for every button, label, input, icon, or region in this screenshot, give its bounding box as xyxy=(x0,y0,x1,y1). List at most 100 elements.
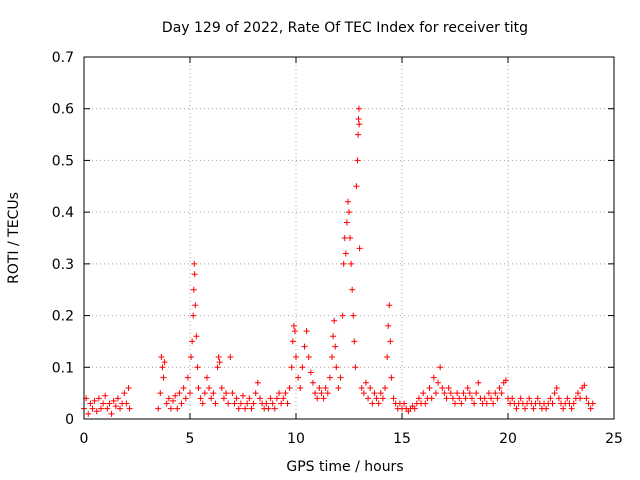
data-point xyxy=(379,395,386,402)
y-tick-label: 0.5 xyxy=(52,153,74,169)
data-point xyxy=(235,405,242,412)
data-point xyxy=(526,395,533,402)
data-point xyxy=(215,353,222,360)
data-point xyxy=(335,384,342,391)
data-point xyxy=(197,395,204,402)
data-point xyxy=(449,395,456,402)
data-point xyxy=(420,390,427,397)
data-point xyxy=(263,400,270,407)
data-point xyxy=(485,390,492,397)
data-point xyxy=(386,302,393,309)
axis-ticks: 0 5 10 15 20 25 0 0.1 0.2 0.3 0.4 0.5 0.6 0.7 xyxy=(52,50,623,447)
data-point xyxy=(387,338,394,345)
data-point xyxy=(284,400,291,407)
data-point xyxy=(564,395,571,402)
data-point xyxy=(216,359,223,366)
data-point xyxy=(160,374,167,381)
data-point xyxy=(330,333,337,340)
data-point xyxy=(189,338,196,345)
data-point xyxy=(530,405,537,412)
data-point xyxy=(170,397,177,404)
data-point xyxy=(447,390,454,397)
data-point xyxy=(426,384,433,391)
data-point xyxy=(208,395,215,402)
data-point xyxy=(290,322,297,329)
data-point xyxy=(390,395,397,402)
data-point xyxy=(332,343,339,350)
data-point xyxy=(490,400,497,407)
data-point xyxy=(494,395,501,402)
data-point xyxy=(443,395,450,402)
data-point xyxy=(305,353,312,360)
data-point xyxy=(344,198,351,205)
data-point xyxy=(276,390,283,397)
data-point xyxy=(456,395,463,402)
data-point xyxy=(329,353,336,360)
data-point xyxy=(104,405,111,412)
data-point xyxy=(187,390,193,397)
data-point xyxy=(464,384,471,391)
data-point xyxy=(574,390,581,397)
data-point xyxy=(570,400,577,407)
data-point xyxy=(316,384,323,391)
data-point xyxy=(223,390,230,397)
data-point xyxy=(347,235,354,241)
data-point xyxy=(299,364,306,371)
data-point xyxy=(312,390,319,397)
data-point xyxy=(307,369,314,376)
data-point xyxy=(358,384,365,391)
data-point xyxy=(341,235,348,241)
data-point xyxy=(377,390,384,397)
x-tick-label: 10 xyxy=(287,431,305,447)
data-point xyxy=(385,322,392,329)
data-point xyxy=(206,384,213,391)
data-point xyxy=(106,400,113,407)
data-point xyxy=(437,364,444,371)
data-point xyxy=(384,353,391,360)
data-point xyxy=(555,395,562,402)
data-point xyxy=(502,377,509,384)
data-point xyxy=(466,390,473,397)
data-point xyxy=(351,338,358,345)
data-point xyxy=(583,395,590,402)
data-point xyxy=(237,400,244,407)
data-point xyxy=(176,390,183,397)
data-point xyxy=(126,405,133,412)
x-tick-label: 25 xyxy=(605,431,623,447)
data-point xyxy=(354,157,361,164)
data-point xyxy=(333,364,340,371)
data-point xyxy=(309,379,316,386)
data-point xyxy=(473,390,480,397)
data-point xyxy=(303,328,310,335)
data-point xyxy=(282,390,289,397)
data-point xyxy=(269,400,276,407)
data-point xyxy=(229,390,236,397)
data-point xyxy=(231,400,238,407)
data-point xyxy=(349,286,356,293)
data-point xyxy=(112,403,119,410)
data-point xyxy=(415,395,422,402)
x-tick-label: 20 xyxy=(499,431,517,447)
data-point xyxy=(350,312,357,319)
data-point xyxy=(293,353,299,360)
data-point xyxy=(365,395,372,402)
data-point xyxy=(320,395,327,402)
data-point xyxy=(428,395,435,402)
y-tick-label: 0 xyxy=(65,412,74,428)
x-tick-label: 15 xyxy=(393,431,411,447)
data-point xyxy=(411,405,418,412)
data-point xyxy=(188,353,195,360)
data-point xyxy=(352,364,359,371)
data-point xyxy=(353,183,360,190)
data-point xyxy=(256,395,263,402)
data-point xyxy=(355,105,362,112)
data-point xyxy=(95,395,102,402)
data-point xyxy=(483,400,490,407)
data-point xyxy=(190,286,197,293)
data-point xyxy=(184,374,191,381)
x-tick-label: 5 xyxy=(186,431,195,447)
x-tick-label: 0 xyxy=(80,431,89,447)
data-point xyxy=(85,410,92,417)
data-point xyxy=(432,390,439,397)
data-point xyxy=(496,384,503,391)
